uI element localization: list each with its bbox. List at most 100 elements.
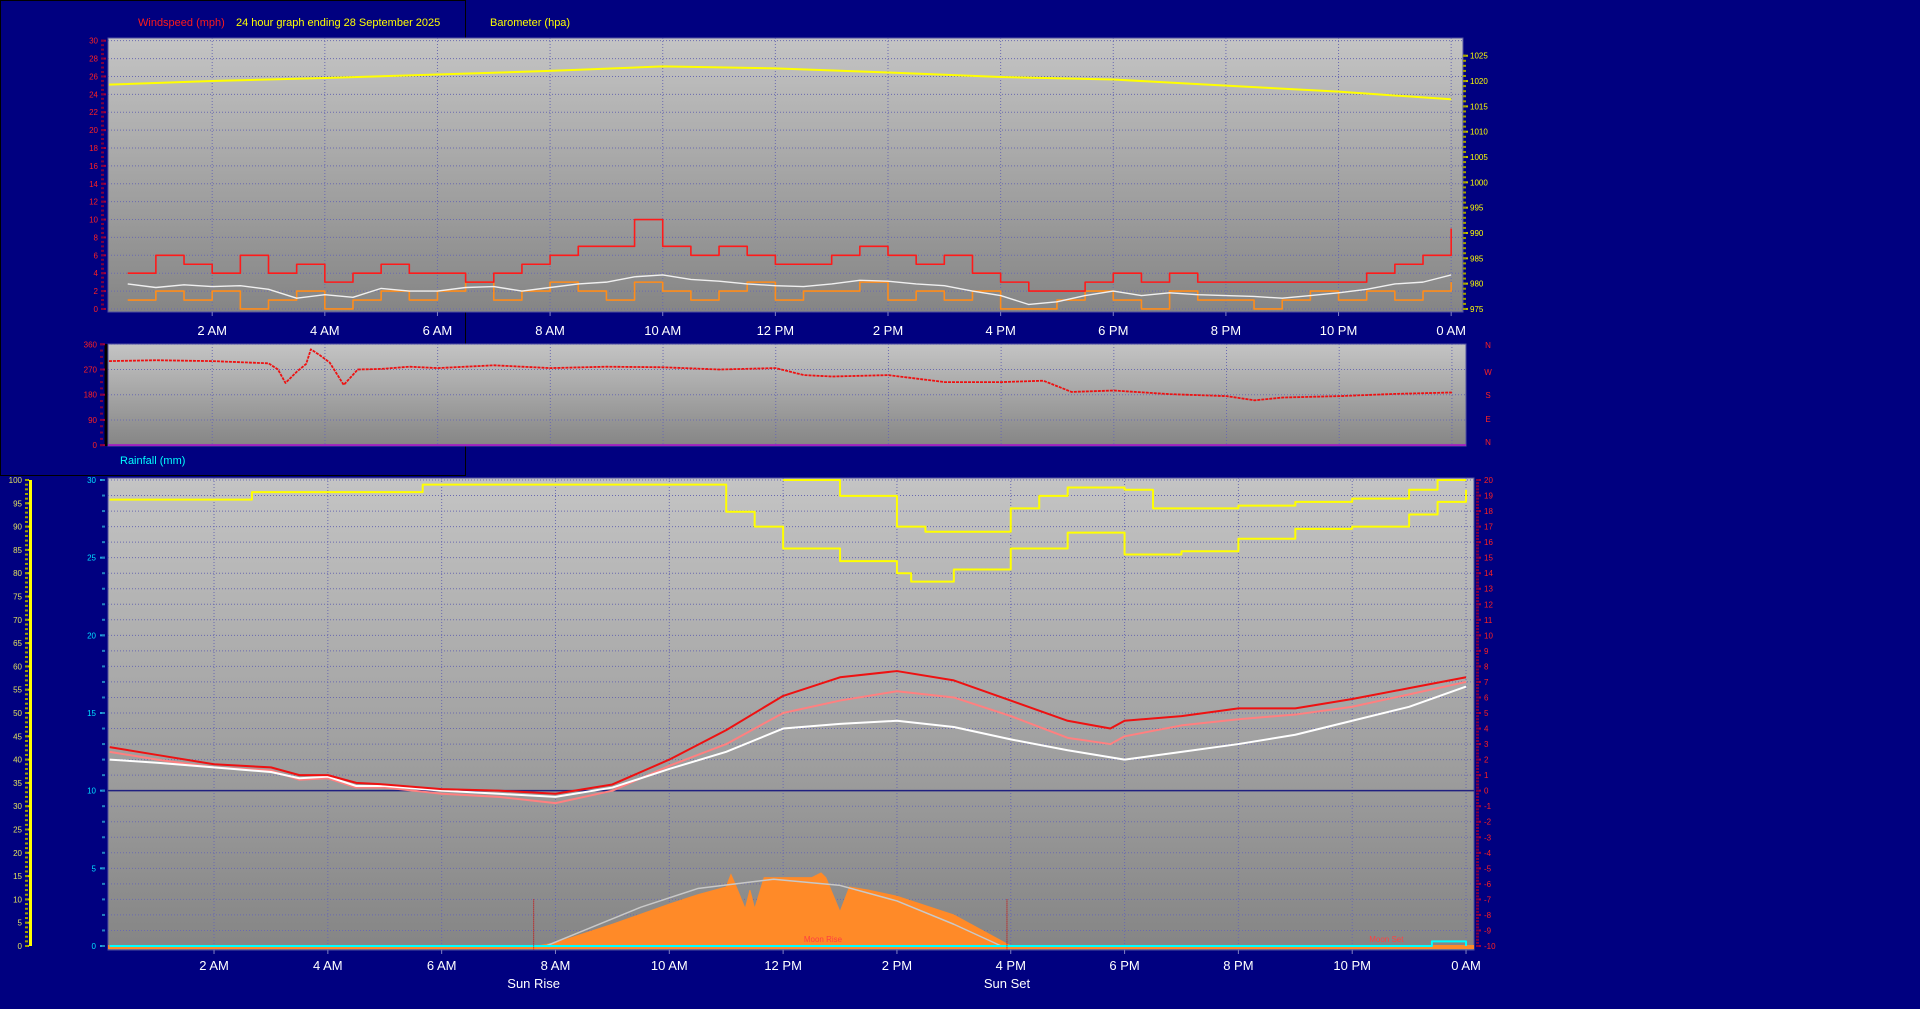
humidity-axis-minor-tick [25, 935, 28, 938]
humidity-axis-tick-label: 30 [13, 802, 22, 811]
temperature-axis-minor-tick [1476, 680, 1479, 683]
temperature-axis-tick-label: -8 [1484, 911, 1492, 920]
time-axis-label: 8 PM [1211, 323, 1241, 338]
temperature-axis-minor-tick [1476, 755, 1479, 758]
humidity-axis-minor-tick [25, 893, 28, 896]
temperature-axis-minor-tick [1476, 513, 1479, 516]
temperature-axis-minor-tick [1476, 808, 1479, 811]
temperature-axis-minor-tick [1476, 783, 1479, 786]
bottom-series [108, 478, 1474, 950]
temperature-axis-minor-tick [1476, 479, 1479, 481]
temperature-axis-minor-tick [1476, 913, 1479, 916]
humidity-axis-minor-tick [25, 674, 28, 677]
windspeed-axis-minor-tick [101, 57, 104, 60]
humidity-axis-minor-tick [25, 586, 28, 589]
wind-direction-series [108, 344, 1466, 446]
barometer-axis-tick-label: 975 [1470, 305, 1484, 314]
barometer-axis-minor-tick [1463, 267, 1466, 270]
temperature-axis-minor-tick [1476, 780, 1479, 783]
temperature-axis-minor-tick [1476, 587, 1479, 590]
sun-event-label: Sun Rise [507, 976, 560, 991]
time-axis-label: 4 AM [313, 958, 343, 973]
windspeed-axis-tick-label: 30 [89, 37, 98, 46]
graph-title: 24 hour graph ending 28 September 2025 [236, 17, 440, 29]
temperature-axis-minor-tick [1476, 752, 1479, 755]
direction-axis-minor-tick [100, 425, 103, 428]
windspeed-axis-minor-tick [101, 48, 104, 51]
temperature-axis-minor-tick [1476, 631, 1479, 634]
humidity-axis-minor-tick [25, 562, 28, 565]
rainfall-axis-minor-tick [102, 929, 105, 932]
barometer-axis-minor-tick [1463, 211, 1466, 214]
temperature-axis-minor-tick [1476, 544, 1479, 547]
moon-event-label: Moon Set [1369, 935, 1404, 944]
temperature-axis-minor-tick [1476, 705, 1479, 708]
windspeed-axis-minor-tick [101, 281, 104, 284]
humidity-axis-minor-tick [25, 870, 28, 873]
barometer-axis-minor-tick [1463, 297, 1466, 300]
humidity-axis-minor-tick [25, 917, 28, 920]
windspeed-axis-tick-label: 28 [89, 55, 98, 64]
temperature-axis-tick-label: 17 [1484, 523, 1493, 532]
barometer-axis-minor-tick [1463, 74, 1466, 77]
windspeed-axis-minor-tick [101, 307, 104, 310]
windspeed-axis-minor-tick [101, 227, 104, 230]
barometer-axis-minor-tick [1463, 161, 1466, 164]
temperature-axis-tick-label: 11 [1484, 616, 1493, 625]
windspeed-axis-minor-tick [101, 263, 104, 266]
humidity-axis-minor-tick [25, 889, 28, 892]
direction-axis-minor-tick [100, 368, 103, 371]
barometer-axis-minor-tick [1463, 221, 1466, 224]
temperature-axis-minor-tick [1476, 559, 1479, 562]
barometer-axis-minor-tick [1463, 242, 1466, 245]
rainfall-axis-minor-tick [102, 913, 105, 916]
barometer-axis-minor-tick [1463, 272, 1466, 275]
humidity-axis-minor-tick [25, 795, 28, 798]
direction-axis-minor-tick [100, 406, 103, 409]
rainfall-axis-minor-tick [102, 649, 105, 652]
time-axis-label: 12 PM [757, 323, 795, 338]
windspeed-axis-minor-tick [101, 290, 104, 293]
humidity-axis-minor-tick [25, 828, 28, 831]
rainfall-axis-minor-tick [102, 882, 105, 885]
solar-area [536, 872, 1011, 947]
humidity-axis-minor-tick [25, 879, 28, 882]
rainfall-axis-minor-tick [102, 525, 105, 528]
wind-direction-line [108, 348, 1452, 402]
humidity-axis-minor-tick [25, 544, 28, 547]
barometer-axis-minor-tick [1463, 186, 1466, 189]
humidity-axis-minor-tick [25, 833, 28, 836]
windspeed-axis-minor-tick [101, 129, 104, 132]
temperature-axis-minor-tick [1476, 864, 1479, 867]
barometer-axis-minor-tick [1463, 277, 1466, 280]
temperature-axis-minor-tick [1476, 572, 1479, 575]
humidity-axis-minor-tick [25, 931, 28, 934]
temperature-axis-minor-tick [1476, 541, 1479, 544]
temperature-axis-tick-label: -2 [1484, 818, 1492, 827]
temperature-axis-tick-label: 15 [1484, 554, 1493, 563]
barometer-axis-minor-tick [1463, 85, 1466, 88]
temperature-axis-minor-tick [1476, 674, 1479, 677]
temperature-axis-minor-tick [1476, 845, 1479, 848]
humidity-axis-minor-tick [25, 921, 28, 924]
temperature-axis-minor-tick [1476, 625, 1479, 628]
temperature-axis-tick-label: 12 [1484, 600, 1493, 609]
barometer-axis-minor-tick [1463, 110, 1466, 113]
temperature-axis-minor-tick [1476, 898, 1479, 901]
rainfall-axis-minor-tick [102, 898, 105, 901]
direction-axis-minor-tick [100, 412, 103, 415]
temperature-axis-minor-tick [1476, 910, 1479, 913]
barometer-axis-minor-tick [1463, 196, 1466, 199]
windspeed-axis-minor-tick [101, 66, 104, 69]
rainfall-axis-minor-tick [102, 541, 105, 544]
rainfall-axis-minor-tick [102, 665, 105, 668]
humidity-axis-minor-tick [25, 684, 28, 687]
windspeed-axis-minor-tick [101, 88, 104, 91]
temperature-axis-minor-tick [1476, 609, 1479, 612]
temperature-axis-minor-tick [1476, 522, 1479, 525]
direction-axis-tick-label: 270 [84, 366, 98, 375]
temperature-axis-minor-tick [1476, 712, 1479, 714]
humidity-axis-minor-tick [25, 525, 28, 528]
barometer-axis-minor-tick [1463, 201, 1466, 204]
temperature-axis-tick-label: 18 [1484, 507, 1493, 516]
